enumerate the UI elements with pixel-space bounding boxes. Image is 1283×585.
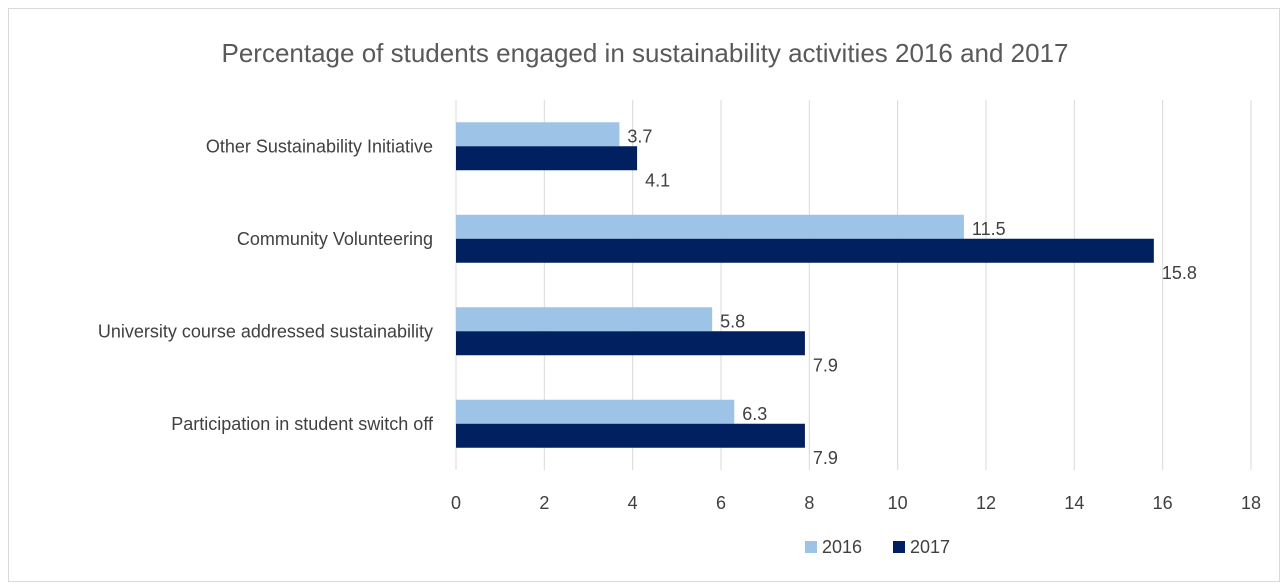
x-tick-label: 14 bbox=[1064, 493, 1084, 513]
legend-label: 2016 bbox=[822, 537, 862, 557]
x-tick-label: 6 bbox=[716, 493, 726, 513]
chart-frame bbox=[8, 8, 1280, 582]
data-label: 11.5 bbox=[972, 219, 1006, 239]
x-tick-label: 4 bbox=[628, 493, 638, 513]
legend: 2016 2017 bbox=[805, 537, 950, 557]
bar-2016 bbox=[456, 399, 735, 424]
legend-swatch-2016 bbox=[805, 541, 817, 553]
x-tick-label: 16 bbox=[1153, 493, 1173, 513]
x-tick-label: 8 bbox=[804, 493, 814, 513]
bar-2017 bbox=[456, 331, 805, 356]
category-label: Other Sustainability Initiative bbox=[206, 136, 433, 156]
x-tick-label: 0 bbox=[451, 493, 461, 513]
x-tick-label: 18 bbox=[1241, 493, 1261, 513]
legend-swatch-2017 bbox=[893, 541, 905, 553]
data-label: 4.1 bbox=[645, 170, 670, 190]
x-tick-label: 2 bbox=[539, 493, 549, 513]
legend-label: 2017 bbox=[910, 537, 950, 557]
bar-2017 bbox=[456, 146, 638, 171]
data-label: 5.8 bbox=[720, 311, 745, 331]
data-label: 7.9 bbox=[813, 448, 838, 468]
x-tick-label: 10 bbox=[888, 493, 908, 513]
bar-2016 bbox=[456, 307, 713, 332]
data-label: 6.3 bbox=[742, 404, 767, 424]
chart-title: Percentage of students engaged in sustai… bbox=[221, 38, 1068, 68]
bars bbox=[456, 122, 1154, 448]
labels: 0 2 4 6 8 10 12 14 16 18 Other Sustainability Init… bbox=[98, 126, 1261, 513]
x-tick-label: 12 bbox=[976, 493, 996, 513]
category-label: Participation in student switch off bbox=[171, 414, 434, 434]
bar-2016 bbox=[456, 122, 620, 147]
category-label: Community Volunteering bbox=[237, 229, 433, 249]
data-label: 15.8 bbox=[1162, 263, 1197, 283]
bar-2016 bbox=[456, 214, 964, 239]
data-label: 7.9 bbox=[813, 355, 838, 375]
bar-2017 bbox=[456, 238, 1154, 263]
data-label: 3.7 bbox=[627, 126, 652, 146]
bar-2017 bbox=[456, 423, 805, 448]
category-label: University course addressed sustainabili… bbox=[98, 321, 433, 341]
